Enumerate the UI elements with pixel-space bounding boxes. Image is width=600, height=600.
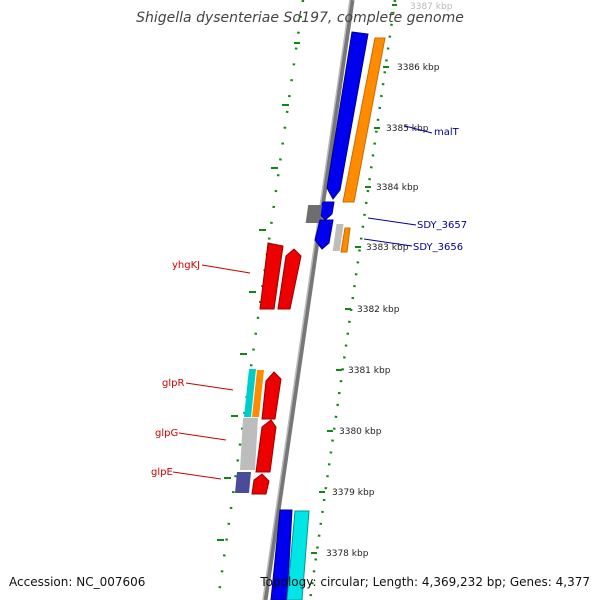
- SDY_3657-callout-line: [367, 217, 417, 226]
- glpR-gene-arrow[interactable]: [261, 371, 282, 420]
- SDY_3656-callout-line: [363, 238, 413, 247]
- gene-label-glpG[interactable]: glpG: [155, 428, 178, 439]
- gene-label-yhgKJ[interactable]: yhgKJ: [172, 260, 200, 271]
- glpR-orange-block[interactable]: [252, 370, 264, 417]
- kbp-tick-label: 3387 kbp: [410, 2, 453, 12]
- genome-title: Shigella dysenteriae Sd197, complete gen…: [136, 10, 464, 26]
- SDY_3656-gray-block[interactable]: [332, 224, 344, 251]
- gene-label-SDY_3657[interactable]: SDY_3657: [417, 220, 467, 231]
- kbp-tick-label: 3382 kbp: [357, 305, 400, 315]
- glpG-gray-block[interactable]: [240, 418, 258, 470]
- kbp-tick-label: 3384 kbp: [376, 183, 419, 193]
- outer-dotted-ring: [308, 0, 397, 600]
- gene-label-glpE[interactable]: glpE: [151, 467, 173, 478]
- glpE-gene-arrow[interactable]: [251, 473, 270, 495]
- cyan-gene-bottom[interactable]: [286, 510, 310, 600]
- orange-feature-block[interactable]: [342, 37, 386, 203]
- gene-label-glpR[interactable]: glpR: [162, 378, 184, 389]
- glpR-callout-line: [185, 382, 234, 391]
- kbp-tick-label: 3383 kbp: [366, 243, 409, 253]
- yhgKJ-gene-arrow-2[interactable]: [277, 248, 302, 310]
- malT-gene-arrow[interactable]: [326, 31, 369, 200]
- SDY_3657-gray-block[interactable]: [305, 205, 323, 223]
- kbp-tick-label: 3381 kbp: [348, 366, 391, 376]
- kbp-tick-label: 3378 kbp: [326, 549, 369, 559]
- backbone-highlight: [262, 0, 351, 600]
- genome-summary-text: Topology: circular; Length: 4,369,232 bp…: [260, 575, 590, 589]
- glpG-gene-arrow[interactable]: [255, 419, 277, 473]
- SDY_3656-gene-arrow[interactable]: [314, 219, 334, 250]
- glpE-callout-line: [172, 471, 222, 480]
- kbp-tick-label: 3379 kbp: [332, 488, 375, 498]
- yhgKJ-callout-line: [201, 264, 251, 274]
- glpE-purple-block[interactable]: [235, 472, 251, 493]
- gene-label-SDY_3656[interactable]: SDY_3656: [413, 242, 463, 253]
- kbp-tick-label: 3386 kbp: [397, 63, 440, 73]
- gene-label-malT[interactable]: malT: [434, 127, 460, 138]
- orange-feature-block-small[interactable]: [340, 227, 351, 253]
- kbp-tick-label: 3385 kbp: [386, 124, 429, 134]
- malT-callout-line: [404, 125, 433, 134]
- glpR-cyan-block[interactable]: [244, 369, 256, 417]
- backbone-line: [262, 0, 355, 600]
- kbp-tick-label: 3380 kbp: [339, 427, 382, 437]
- accession-text: Accession: NC_007606: [9, 575, 146, 589]
- glpG-callout-line: [178, 432, 227, 441]
- blue-gene-bottom[interactable]: [270, 509, 293, 600]
- yhgKJ-gene-arrow-1[interactable]: [259, 242, 284, 310]
